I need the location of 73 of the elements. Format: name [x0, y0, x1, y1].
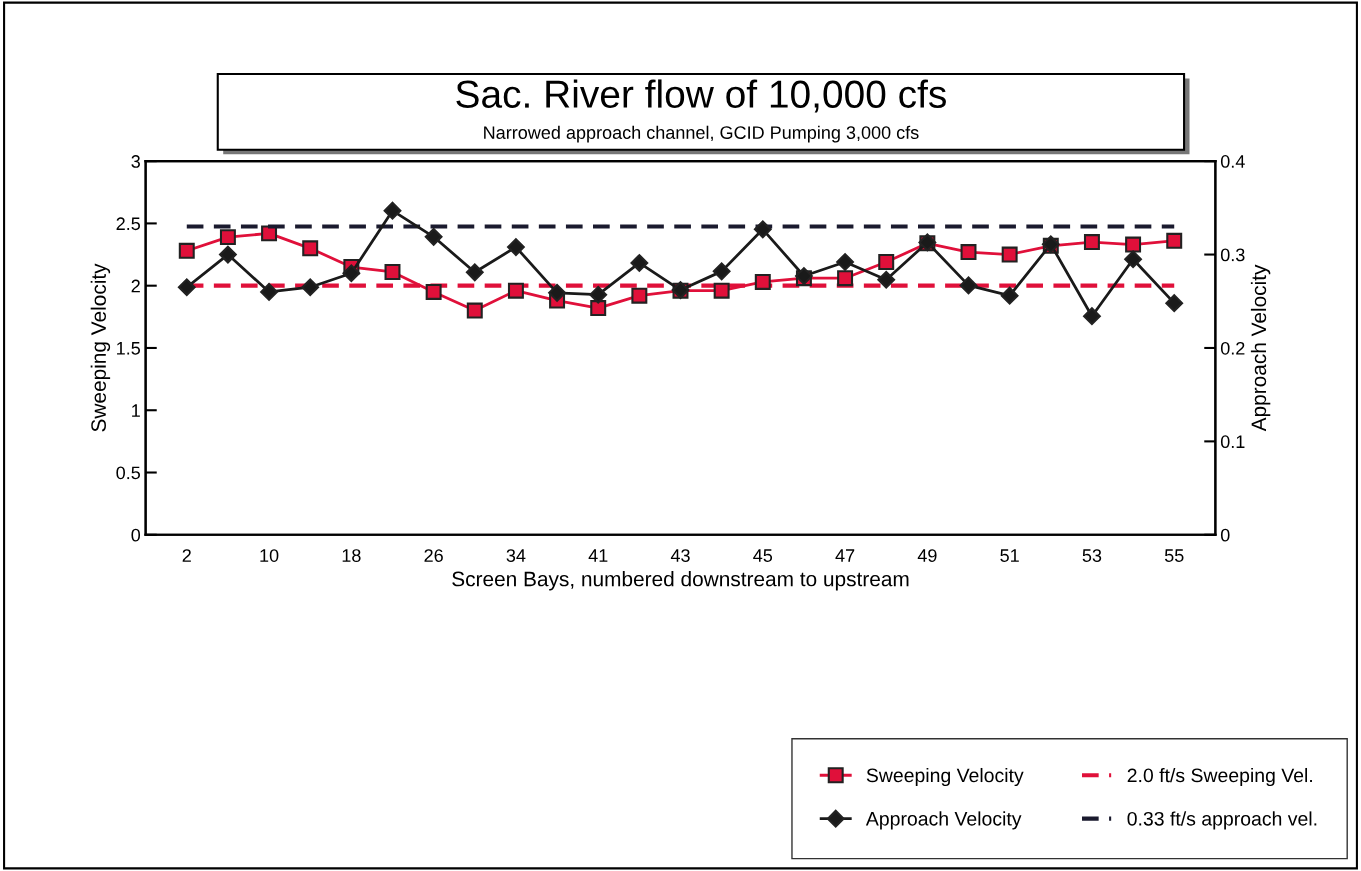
- x-axis-title: Screen Bays, numbered downstream to upstream: [452, 571, 909, 591]
- point: [548, 283, 566, 302]
- point: [1166, 232, 1183, 249]
- point: [877, 270, 896, 289]
- x-tick-label: 26: [424, 549, 443, 562]
- x-tick-label: 41: [588, 549, 608, 562]
- point: [959, 276, 978, 295]
- y2-tick-label: 0.3: [1220, 248, 1245, 262]
- point: [1083, 234, 1100, 251]
- point: [878, 254, 895, 271]
- point: [424, 227, 443, 246]
- x-tick-label: 34: [506, 549, 526, 562]
- point: [466, 302, 483, 319]
- point: [301, 278, 320, 297]
- x-tick-label: 53: [1082, 549, 1102, 562]
- y-tick-label: 0: [131, 528, 141, 542]
- point: [507, 238, 525, 256]
- point: [753, 220, 772, 239]
- point: [1083, 307, 1101, 326]
- x-tick-label: 49: [917, 549, 937, 562]
- point: [178, 242, 195, 259]
- point: [465, 263, 484, 282]
- point: [1165, 294, 1184, 313]
- y2-tick-label: 0.2: [1220, 341, 1245, 355]
- point: [383, 201, 402, 220]
- point: [1124, 250, 1142, 269]
- point: [960, 244, 977, 261]
- point: [712, 262, 731, 281]
- point: [837, 270, 854, 287]
- legend-label: 0.33 ft/s approach vel.: [1127, 811, 1317, 830]
- chart-title: Sac. River flow of 10,000 cfs: [456, 79, 946, 113]
- y-tick-label: 2: [131, 279, 140, 293]
- point: [590, 300, 607, 317]
- x-tick-label: 55: [1164, 549, 1184, 562]
- point: [219, 245, 237, 264]
- point: [219, 229, 236, 246]
- x-tick-label: 51: [1000, 549, 1019, 562]
- point: [302, 240, 319, 257]
- y2-tick-label: 0.1: [1220, 435, 1245, 449]
- point: [507, 282, 524, 299]
- x-tick-label: 10: [260, 549, 279, 562]
- x-tick-label: 47: [835, 549, 855, 562]
- legend-label: Approach Velocity: [865, 811, 1022, 830]
- chart-subtitle: Narrowed approach channel, GCID Pumping 3,000 cfs: [484, 125, 919, 143]
- legend-label: 2.0 ft/s Sweeping Vel.: [1127, 767, 1312, 787]
- point: [836, 253, 854, 271]
- point: [713, 282, 730, 299]
- x-tick-label: 43: [670, 549, 690, 562]
- point: [177, 278, 196, 297]
- x-tick-label: 45: [753, 549, 773, 562]
- y-tick-label: 1.5: [117, 342, 141, 355]
- y2-tick-label: 0.4: [1220, 155, 1245, 168]
- legend-label: Sweeping Velocity: [866, 767, 1024, 787]
- point: [260, 283, 278, 301]
- point: [631, 287, 648, 304]
- x-tick-label: 2: [182, 549, 191, 562]
- point: [425, 283, 442, 300]
- y2-axis-title: Approach Velocity: [1250, 264, 1271, 432]
- x-tick-label: 18: [342, 549, 361, 562]
- point: [1125, 236, 1142, 253]
- point: [384, 264, 401, 280]
- point: [1001, 246, 1018, 263]
- point: [1000, 286, 1019, 305]
- point: [589, 285, 608, 304]
- point: [342, 264, 361, 283]
- point: [754, 273, 771, 290]
- y-axis-title: Sweeping Velocity: [90, 263, 111, 432]
- y2-tick-label: 0: [1220, 528, 1230, 542]
- y-tick-label: 3: [131, 155, 140, 168]
- y-tick-label: 0.5: [116, 466, 141, 480]
- y-tick-label: 2.5: [116, 217, 141, 231]
- y-tick-label: 1: [132, 404, 140, 417]
- point: [630, 254, 649, 272]
